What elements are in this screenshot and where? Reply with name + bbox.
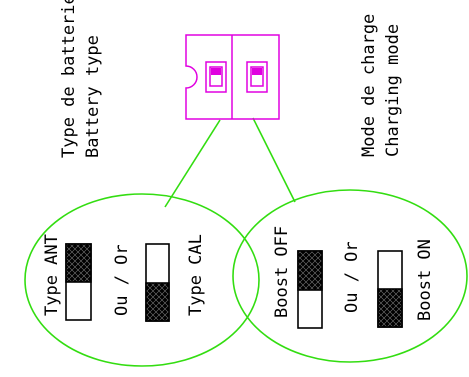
or-separator-left: Ou / Or bbox=[112, 244, 132, 316]
switch-type-cal bbox=[145, 243, 170, 322]
charge-mode-label-en: Charging mode bbox=[383, 24, 403, 157]
boost-on-label: Boost ON bbox=[415, 239, 435, 321]
battery-type-bubble bbox=[24, 193, 260, 367]
switch-boost-off bbox=[297, 250, 323, 329]
type-ant-label: Type ANT bbox=[42, 234, 62, 316]
dip-switch-component bbox=[185, 34, 280, 120]
charging-mode-bubble bbox=[232, 189, 468, 363]
type-cal-label: Type CAL bbox=[186, 234, 206, 316]
battery-type-label-fr: Type de batterie bbox=[59, 0, 79, 158]
connector-line-right bbox=[252, 117, 296, 203]
boost-off-label: Boost OFF bbox=[272, 226, 292, 318]
switch-boost-on bbox=[377, 250, 403, 328]
charge-mode-label-fr: Mode de charge bbox=[359, 14, 379, 157]
switch-type-ant bbox=[65, 243, 92, 321]
battery-type-label-en: Battery type bbox=[83, 35, 103, 158]
or-separator-right: Ou / Or bbox=[342, 241, 362, 313]
connector-line-left bbox=[164, 119, 221, 208]
